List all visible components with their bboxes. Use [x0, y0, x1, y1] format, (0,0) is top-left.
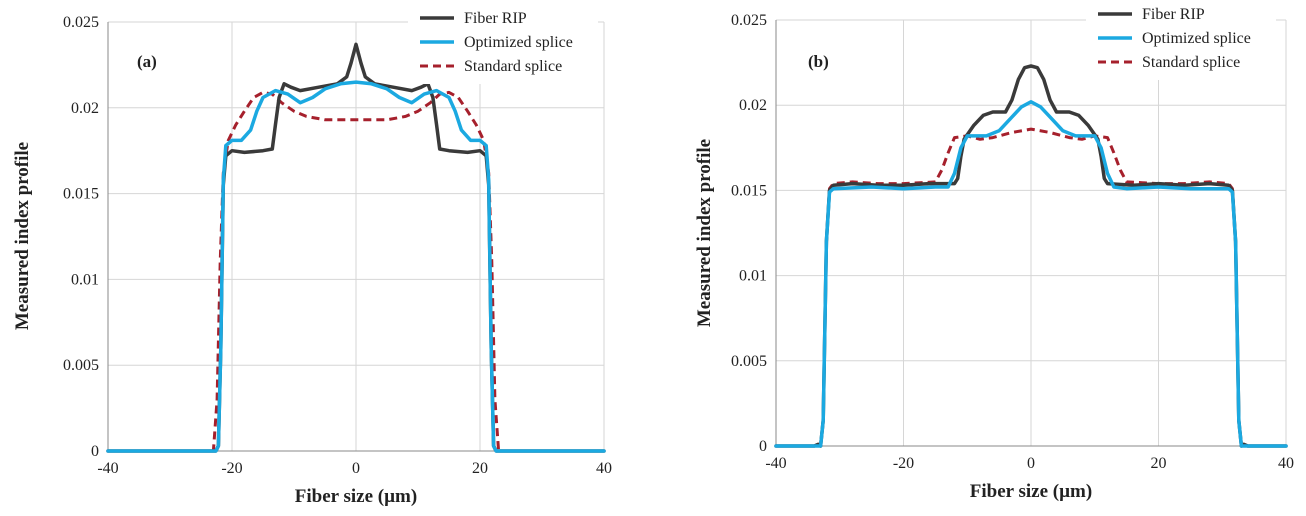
- legend-label: Standard splice: [1142, 54, 1240, 71]
- legend-label: Fiber RIP: [464, 10, 527, 27]
- x-tick-label: -40: [765, 455, 786, 472]
- y-tick-label: 0.01: [71, 271, 99, 288]
- x-tick-label: 0: [1027, 455, 1035, 472]
- y-tick-label: 0: [759, 438, 767, 455]
- y-axis-title: Measured index profile: [694, 139, 715, 327]
- x-tick-label: -20: [893, 455, 914, 472]
- y-tick-label: 0: [91, 443, 99, 460]
- y-tick-label: 0.025: [63, 14, 99, 31]
- x-tick-label: 0: [352, 460, 360, 477]
- x-axis-title: Fiber size (µm): [970, 481, 1092, 502]
- x-tick-label: 20: [472, 460, 488, 477]
- series-line-standard-splice: [108, 90, 604, 453]
- x-tick-label: -20: [221, 460, 242, 477]
- legend: Fiber RIP Optimized splice Standard splice: [1086, 0, 1276, 80]
- panel-label: (a): [137, 52, 157, 71]
- y-tick-label: 0.02: [71, 100, 99, 117]
- legend-label: Standard splice: [464, 58, 562, 75]
- panel-label: (b): [808, 52, 829, 71]
- legend-label: Fiber RIP: [1142, 6, 1205, 23]
- x-tick-label: 40: [596, 460, 612, 477]
- series-line-optimized-splice: [774, 100, 1288, 448]
- x-axis-title: Fiber size (µm): [295, 486, 417, 507]
- series-line-optimized-splice: [106, 80, 606, 453]
- x-tick-label: -40: [97, 460, 118, 477]
- x-tick-label: 20: [1151, 455, 1167, 472]
- y-tick-label: 0.02: [739, 97, 767, 114]
- y-tick-label: 0.005: [731, 353, 767, 370]
- series-line-fiber-rip: [106, 42, 606, 453]
- legend-label: Optimized splice: [1142, 30, 1251, 47]
- y-tick-label: 0.01: [739, 268, 767, 285]
- series-line-fiber-rip: [774, 64, 1288, 448]
- legend: Fiber RIP Optimized splice Standard splice: [408, 0, 598, 84]
- y-tick-label: 0.005: [63, 357, 99, 374]
- chart-panel-a: 0 0.005 0.01 0.015 0.02 0.025 -40 -20 0 20 40 Fiber…: [12, 0, 612, 507]
- chart-panel-b: 0 0.005 0.01 0.015 0.02 0.025 -40 -20 0 20 40 Fiber…: [694, 0, 1294, 502]
- y-axis-title: Measured index profile: [12, 142, 33, 330]
- series-line-standard-splice: [776, 127, 1286, 448]
- y-tick-label: 0.025: [731, 12, 767, 29]
- y-tick-label: 0.015: [731, 182, 767, 199]
- y-tick-label: 0.015: [63, 186, 99, 203]
- x-tick-label: 40: [1278, 455, 1294, 472]
- legend-label: Optimized splice: [464, 34, 573, 51]
